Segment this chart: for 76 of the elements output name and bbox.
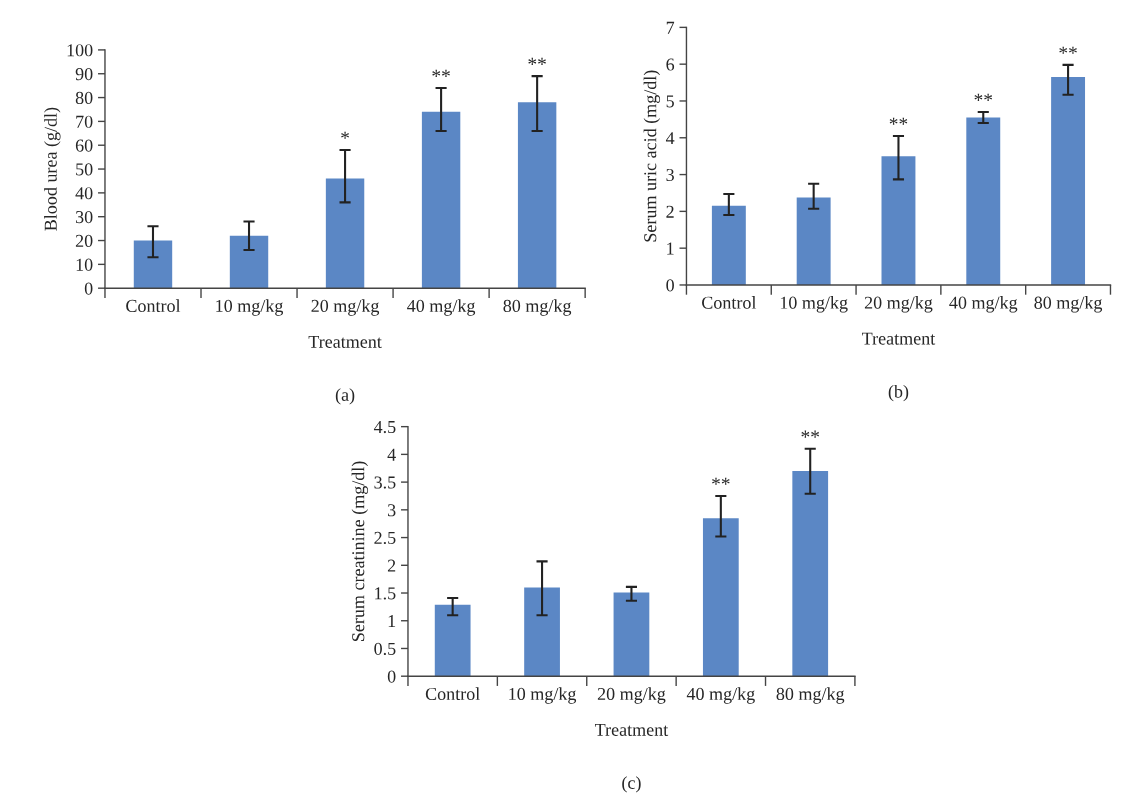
y-tick-label: 7 bbox=[666, 21, 675, 34]
x-tick-label: 40 mg/kg bbox=[407, 299, 476, 316]
x-axis-title: Treatment bbox=[594, 723, 669, 736]
bar bbox=[434, 604, 471, 677]
bar bbox=[229, 235, 269, 289]
y-tick-label: 30 bbox=[75, 210, 93, 224]
y-axis-title: Blood urea (g/dl) bbox=[44, 107, 61, 231]
bar bbox=[613, 592, 650, 677]
bar bbox=[325, 178, 365, 289]
bar bbox=[517, 102, 557, 289]
y-tick-label: 0 bbox=[387, 670, 396, 683]
x-tick-label: 80 mg/kg bbox=[503, 299, 572, 316]
bar bbox=[421, 111, 461, 289]
y-axis-title: Serum creatinine (mg/dl) bbox=[351, 461, 369, 641]
annotation: ** bbox=[432, 69, 450, 77]
y-tick-label: 3 bbox=[666, 168, 674, 182]
y-tick-label: 3.5 bbox=[374, 476, 396, 489]
x-tick-label: 80 mg/kg bbox=[1034, 296, 1103, 313]
y-tick-label: 20 bbox=[75, 234, 93, 247]
bar bbox=[133, 240, 173, 289]
y-tick-label: 3 bbox=[388, 504, 396, 517]
annotation: * bbox=[341, 131, 349, 139]
y-tick-label: 5 bbox=[666, 95, 674, 108]
text: (a) bbox=[335, 388, 355, 405]
x-tick-label: 10 mg/kg bbox=[780, 296, 848, 313]
y-tick-label: 90 bbox=[75, 68, 93, 81]
y-tick-label: 1 bbox=[667, 242, 674, 255]
annotation: ** bbox=[528, 57, 546, 65]
y-tick-label: 2 bbox=[666, 205, 674, 218]
x-tick-label: 10 mg/kg bbox=[509, 687, 577, 704]
y-tick-label: 50 bbox=[76, 163, 93, 176]
y-tick-label: 60 bbox=[75, 139, 93, 152]
x-axis-title: Treatment bbox=[308, 335, 382, 348]
y-tick-label: 0 bbox=[84, 282, 93, 295]
y-tick-label: 70 bbox=[76, 115, 93, 128]
y-tick-label: 10 bbox=[76, 258, 93, 271]
y-tick-label: 2.5 bbox=[374, 531, 396, 545]
bar bbox=[1051, 77, 1086, 285]
y-tick-label: 1 bbox=[388, 615, 396, 628]
y-tick-label: 80 bbox=[75, 91, 93, 105]
annotation: ** bbox=[1059, 46, 1077, 54]
x-tick-label: Control bbox=[425, 687, 480, 701]
bar bbox=[792, 471, 829, 677]
y-tick-label: 4.5 bbox=[373, 421, 396, 434]
x-tick-label: Control bbox=[702, 296, 757, 309]
text: (b) bbox=[888, 384, 909, 402]
x-tick-label: 10 mg/kg bbox=[216, 299, 284, 316]
annotation: ** bbox=[974, 93, 993, 101]
bar bbox=[711, 205, 746, 285]
y-tick-label: 6 bbox=[666, 58, 675, 71]
x-tick-label: Control bbox=[126, 299, 181, 313]
x-tick-label: 20 mg/kg bbox=[864, 296, 933, 313]
annotation: ** bbox=[712, 477, 730, 485]
x-axis-title: Treatment bbox=[862, 332, 936, 345]
x-tick-label: 40 mg/kg bbox=[686, 687, 755, 704]
y-tick-label: 2 bbox=[387, 559, 396, 572]
y-axis-title: Serum uric acid (mg/dl) bbox=[643, 70, 661, 242]
text: (c) bbox=[622, 776, 641, 793]
bar bbox=[796, 197, 831, 285]
y-tick-label: 1.5 bbox=[375, 587, 396, 600]
annotation: ** bbox=[801, 430, 820, 438]
bar bbox=[702, 518, 739, 677]
bar bbox=[966, 117, 1001, 285]
y-tick-label: 40 bbox=[75, 187, 93, 200]
annotation: ** bbox=[889, 117, 908, 125]
bar bbox=[881, 156, 916, 285]
x-tick-label: 40 mg/kg bbox=[949, 296, 1018, 313]
bar bbox=[524, 587, 560, 677]
y-tick-label: 0 bbox=[666, 279, 674, 292]
x-tick-label: 80 mg/kg bbox=[776, 687, 845, 704]
y-tick-label: 4 bbox=[665, 132, 675, 145]
y-tick-label: 0.5 bbox=[374, 642, 396, 655]
y-tick-label: 4 bbox=[387, 448, 396, 461]
x-tick-label: 20 mg/kg bbox=[597, 687, 666, 704]
y-tick-label: 100 bbox=[67, 44, 93, 57]
x-tick-label: 20 mg/kg bbox=[311, 299, 380, 316]
